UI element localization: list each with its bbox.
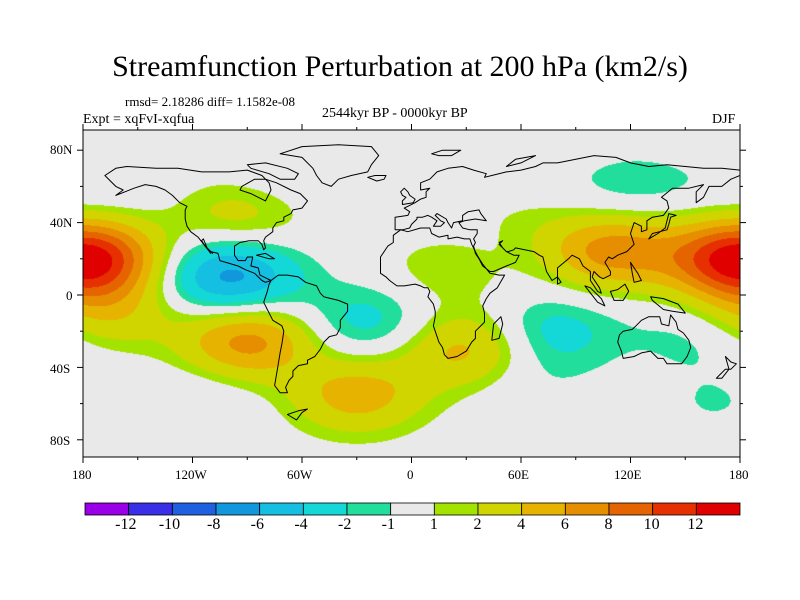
- colorbar-label: 4: [517, 516, 526, 533]
- coastlines: [104, 144, 740, 421]
- lat-label-80s: 80S: [50, 433, 71, 448]
- colorbar-label: 10: [643, 516, 660, 533]
- experiment-label: Expt = xqFvI-xqfua: [83, 112, 195, 127]
- colorbar-label: -10: [158, 516, 181, 533]
- japan-coast: [648, 213, 677, 240]
- axis-ticks: [77, 124, 746, 463]
- colorbar-swatch: [608, 502, 654, 516]
- period-label: 2544kyr BP - 0000kyr BP: [322, 106, 468, 121]
- colorbar-swatch: [215, 502, 261, 516]
- new-zealand-coast: [715, 356, 737, 379]
- colorbar-label: 8: [604, 516, 613, 533]
- novaya-zemlya-coast: [505, 155, 537, 167]
- streamfunction-field: [83, 130, 740, 457]
- colorbar-swatch: [259, 502, 304, 516]
- colorbar: [84, 502, 741, 516]
- lat-label-equator: 0: [66, 288, 73, 303]
- lon-label-120e: 120E: [614, 467, 642, 482]
- lon-label-180e: 180: [729, 467, 749, 482]
- colorbar-swatch: [695, 502, 741, 516]
- colorbar-swatch: [652, 502, 697, 516]
- colorbar-label: 2: [473, 516, 482, 533]
- lat-label-40n: 40N: [50, 215, 73, 230]
- lon-label-180w: 180: [72, 467, 92, 482]
- stats-text: rmsd= 2.18286 diff= 1.1582e-08: [125, 94, 296, 109]
- baffin-coast: [246, 162, 299, 180]
- contour-fill: [83, 130, 740, 457]
- colorbar-swatch: [171, 502, 217, 516]
- colorbar-label: -6: [250, 516, 264, 533]
- new-guinea-coast: [650, 296, 686, 314]
- colorbar-label: 6: [560, 516, 569, 533]
- africa-coast: [380, 227, 506, 359]
- colorbar-label: 12: [687, 516, 704, 533]
- australia-coast: [617, 314, 692, 365]
- madagascar-coast: [491, 316, 504, 341]
- colorbar-label: -8: [207, 516, 221, 533]
- colorbar-swatch: [302, 502, 348, 516]
- colorbar-swatch: [521, 502, 566, 516]
- lon-label-60e: 60E: [508, 467, 529, 482]
- lat-label-40s: 40S: [50, 361, 71, 376]
- north-america-coast: [104, 166, 308, 283]
- cuba-coast: [255, 252, 276, 260]
- colorbar-swatch: [433, 502, 479, 516]
- colorbar-swatch: [84, 502, 130, 516]
- lon-label-60w: 60W: [287, 467, 313, 482]
- philippines-coast: [630, 261, 642, 283]
- lon-label-120w: 120W: [175, 467, 207, 482]
- lat-label-80n: 80N: [50, 142, 73, 157]
- colorbar-swatch: [346, 502, 392, 516]
- season-label: DJF: [712, 112, 736, 127]
- colorbar-label: -4: [294, 516, 308, 533]
- iceland-coast: [367, 175, 387, 182]
- uk-coast: [400, 187, 416, 205]
- colorbar-label: 1: [429, 516, 438, 533]
- colorbar-label: -1: [381, 516, 395, 533]
- colorbar-swatch: [128, 502, 173, 516]
- sri-lanka-coast: [557, 276, 562, 285]
- colorbar-label: -12: [115, 516, 137, 533]
- lon-label-0: 0: [407, 467, 414, 482]
- sumatra-coast: [584, 285, 606, 307]
- borneo-coast: [609, 283, 630, 301]
- south-america-coast: [263, 274, 349, 394]
- antarctic-peninsula-coast: [286, 408, 308, 421]
- colorbar-label: -2: [338, 516, 352, 533]
- colorbar-swatch: [390, 502, 435, 516]
- map-title: Streamfunction Perturbation at 200 hPa (…: [112, 50, 688, 83]
- greenland-coast: [279, 144, 380, 187]
- svalbard-coast: [431, 149, 462, 157]
- colorbar-swatch: [477, 502, 523, 516]
- eurasia-coast: [394, 155, 740, 294]
- colorbar-swatch: [564, 502, 610, 516]
